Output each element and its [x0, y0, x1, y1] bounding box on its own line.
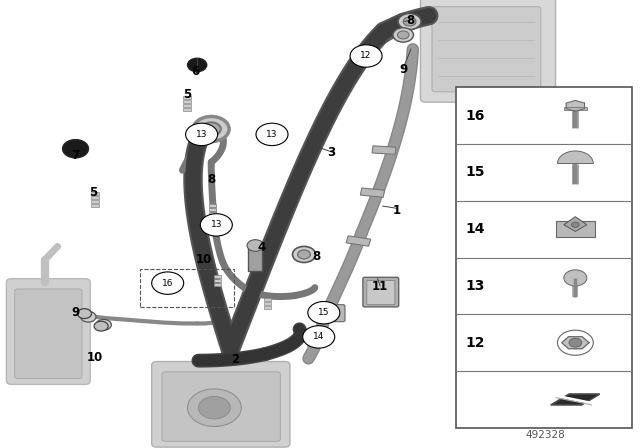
Bar	[372, 146, 396, 155]
Text: 5: 5	[89, 186, 97, 199]
Text: 11: 11	[372, 280, 388, 293]
Circle shape	[572, 222, 579, 228]
Bar	[91, 196, 99, 199]
Bar	[346, 236, 371, 246]
Bar	[140, 269, 234, 307]
Bar	[264, 306, 271, 309]
Text: 10: 10	[86, 351, 103, 364]
Circle shape	[198, 396, 230, 419]
Circle shape	[202, 122, 221, 136]
Bar	[456, 87, 632, 428]
Circle shape	[94, 321, 108, 331]
Bar	[183, 108, 191, 111]
Text: 8: 8	[406, 13, 414, 27]
Circle shape	[350, 45, 382, 67]
Text: 15: 15	[465, 165, 484, 180]
Text: 9: 9	[399, 63, 407, 76]
Text: 9: 9	[72, 306, 79, 319]
Polygon shape	[556, 221, 595, 237]
Bar	[264, 298, 271, 301]
Bar	[91, 200, 99, 203]
Text: 10: 10	[195, 253, 212, 267]
Bar	[209, 208, 216, 211]
Circle shape	[398, 13, 421, 30]
Circle shape	[308, 302, 340, 324]
Polygon shape	[566, 100, 584, 111]
Text: 16: 16	[465, 109, 484, 123]
Text: 7: 7	[72, 149, 79, 163]
Circle shape	[186, 123, 218, 146]
Circle shape	[193, 116, 229, 142]
Bar	[209, 204, 216, 207]
Circle shape	[81, 311, 96, 322]
FancyBboxPatch shape	[162, 372, 280, 441]
Bar	[209, 212, 216, 215]
Text: 12: 12	[360, 52, 372, 60]
Circle shape	[303, 326, 335, 348]
Bar	[360, 188, 385, 197]
FancyBboxPatch shape	[363, 277, 399, 307]
Bar	[248, 246, 262, 271]
Polygon shape	[551, 394, 600, 405]
Circle shape	[397, 31, 409, 39]
Circle shape	[393, 28, 413, 42]
Text: 16: 16	[162, 279, 173, 288]
Bar	[214, 283, 221, 286]
FancyBboxPatch shape	[317, 305, 345, 322]
Bar	[183, 104, 191, 107]
Circle shape	[569, 338, 582, 347]
Circle shape	[188, 389, 241, 426]
Circle shape	[247, 240, 264, 251]
Circle shape	[292, 246, 316, 263]
Circle shape	[63, 140, 88, 158]
Text: 8: 8	[207, 172, 215, 186]
Text: 5: 5	[183, 87, 191, 101]
Text: 8: 8	[313, 250, 321, 263]
Text: 13: 13	[465, 279, 484, 293]
Bar	[307, 335, 314, 338]
FancyBboxPatch shape	[367, 280, 395, 305]
Circle shape	[564, 270, 587, 286]
FancyBboxPatch shape	[152, 362, 290, 447]
Text: 15: 15	[318, 308, 330, 317]
Text: 13: 13	[211, 220, 222, 229]
Polygon shape	[562, 337, 589, 349]
Bar	[564, 107, 587, 110]
Circle shape	[403, 17, 416, 26]
Wedge shape	[557, 151, 593, 164]
Circle shape	[77, 309, 92, 319]
Circle shape	[96, 319, 111, 330]
FancyBboxPatch shape	[420, 0, 556, 102]
Text: 6: 6	[191, 65, 199, 78]
Circle shape	[200, 214, 232, 236]
Text: 1: 1	[393, 204, 401, 217]
Text: 13: 13	[266, 130, 278, 139]
Circle shape	[298, 250, 310, 259]
Bar	[91, 204, 99, 207]
FancyBboxPatch shape	[432, 7, 541, 92]
Text: 14: 14	[313, 332, 324, 341]
Bar	[264, 302, 271, 305]
Polygon shape	[564, 217, 587, 232]
Text: 3: 3	[328, 146, 335, 159]
Text: 14: 14	[465, 222, 484, 236]
Text: 12: 12	[465, 336, 484, 350]
Bar	[214, 279, 221, 282]
Circle shape	[256, 123, 288, 146]
Bar	[183, 96, 191, 99]
Bar	[183, 100, 191, 103]
Text: 2: 2	[232, 353, 239, 366]
FancyBboxPatch shape	[15, 289, 82, 379]
Text: 13: 13	[196, 130, 207, 139]
Text: 4: 4	[257, 241, 265, 254]
Bar	[307, 343, 314, 346]
Circle shape	[152, 272, 184, 294]
Bar	[91, 192, 99, 195]
Text: 492328: 492328	[525, 430, 565, 440]
Circle shape	[188, 58, 207, 72]
Bar	[214, 275, 221, 278]
Bar	[307, 339, 314, 342]
FancyBboxPatch shape	[6, 279, 90, 384]
